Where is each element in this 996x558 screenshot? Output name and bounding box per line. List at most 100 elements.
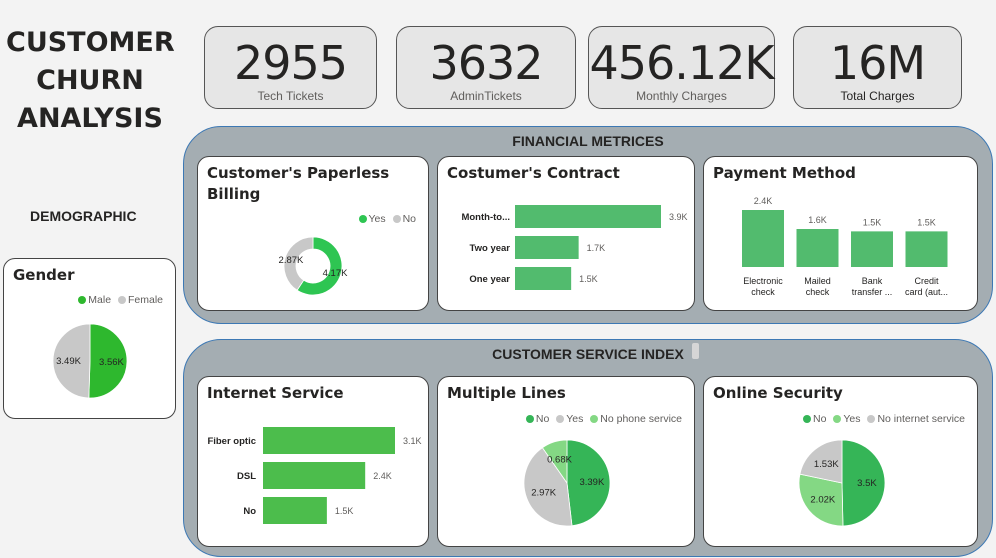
multiple-lines-card[interactable]: Multiple Lines No Yes No phone service 3… bbox=[437, 376, 695, 547]
bar-category-label: check bbox=[806, 287, 830, 297]
legend-swatch bbox=[590, 414, 599, 423]
pie-slice bbox=[88, 323, 128, 399]
legend-swatch bbox=[833, 414, 842, 423]
bar-value-label: 1.5K bbox=[579, 274, 598, 284]
paperless-billing-card[interactable]: Customer's Paperless Billing Yes No 4.17… bbox=[197, 156, 429, 311]
dashboard-title: CUSTOMER CHURN ANALYSIS bbox=[6, 24, 175, 138]
legend-yes: Yes bbox=[368, 213, 386, 225]
pie-slice bbox=[566, 439, 611, 527]
bar-value-label: 3.1K bbox=[403, 436, 422, 446]
kpi-tech-tickets[interactable]: 2955 Tech Tickets bbox=[204, 26, 377, 109]
bar-category-label: Fiber optic bbox=[207, 436, 256, 447]
bar-category-label: Two year bbox=[470, 243, 511, 254]
legend-yes: Yes bbox=[566, 413, 584, 425]
legend-no-phone: No phone service bbox=[600, 413, 682, 425]
legend-swatch bbox=[867, 414, 876, 423]
bar-value-label: 2.4K bbox=[373, 471, 392, 481]
gender-card[interactable]: Gender Male Female 3.56K 3.49K bbox=[3, 258, 176, 419]
slice-label: 2.02K bbox=[810, 494, 835, 505]
payment-method-card[interactable]: Payment Method 2.4K Electronic check 1.6K Ma… bbox=[703, 156, 978, 311]
pie-slice bbox=[52, 323, 91, 399]
demographic-label: DEMOGRAPHIC bbox=[30, 208, 137, 224]
kpi-label: Total Charges bbox=[840, 89, 915, 103]
contract-card[interactable]: Costumer's Contract Month-to... 3.9K Two y… bbox=[437, 156, 695, 311]
legend-swatch bbox=[358, 214, 367, 223]
multiple-lines-pie: 3.39K 2.97K 0.68K bbox=[523, 439, 611, 527]
bar bbox=[515, 267, 572, 290]
pie-slice bbox=[798, 473, 844, 527]
bar bbox=[263, 462, 366, 489]
pie-slice bbox=[523, 447, 573, 527]
bar-value-label: 1.5K bbox=[917, 217, 936, 227]
kpi-admin-tickets[interactable]: 3632 AdminTickets bbox=[396, 26, 576, 109]
bar-value-label: 1.6K bbox=[808, 215, 827, 225]
legend-swatch bbox=[556, 414, 565, 423]
payment-bar-chart: 2.4KElectroniccheck1.6KMailedcheck1.5KBa… bbox=[742, 196, 948, 297]
slice-label: 0.68K bbox=[547, 455, 572, 466]
slice-label: 2.97K bbox=[531, 487, 556, 498]
legend-swatch bbox=[117, 295, 126, 304]
section-title: FINANCIAL METRICES bbox=[512, 133, 664, 149]
pie-slice bbox=[541, 439, 568, 485]
bar-category-label: Month-to... bbox=[461, 212, 510, 223]
bar bbox=[515, 236, 579, 259]
slice-label: 3.5K bbox=[857, 478, 877, 489]
bar-value-label: 1.5K bbox=[335, 506, 354, 516]
bar bbox=[742, 210, 784, 267]
bar bbox=[796, 229, 839, 267]
card-title: Online Security bbox=[713, 384, 843, 402]
slice-label: 1.53K bbox=[814, 459, 839, 470]
bar-category-label: DSL bbox=[237, 471, 256, 482]
card-title: Multiple Lines bbox=[447, 384, 566, 402]
legend-yes: Yes bbox=[843, 413, 861, 425]
title-line-2: CHURN bbox=[36, 65, 144, 96]
card-title: Internet Service bbox=[207, 384, 344, 402]
title-line-1: CUSTOMER bbox=[6, 27, 175, 58]
slice-label: 3.39K bbox=[579, 477, 604, 488]
gender-legend: Male Female bbox=[74, 294, 163, 306]
legend-swatch bbox=[525, 414, 534, 423]
card-title: Payment Method bbox=[713, 164, 856, 182]
online-security-legend: No Yes No internet service bbox=[799, 413, 965, 425]
legend-swatch bbox=[78, 295, 87, 304]
kpi-value: 16M bbox=[829, 36, 926, 90]
slice-label: 3.49K bbox=[56, 356, 81, 367]
kpi-value: 456.12K bbox=[589, 36, 774, 90]
kpi-monthly-charges[interactable]: 456.12K Monthly Charges bbox=[588, 26, 775, 109]
bar-value-label: 2.4K bbox=[754, 196, 773, 206]
bar bbox=[905, 231, 948, 267]
bar-value-label: 3.9K bbox=[669, 212, 688, 222]
legend-swatch bbox=[803, 414, 812, 423]
section-title: CUSTOMER SERVICE INDEX bbox=[492, 346, 684, 362]
online-security-pie: 3.5K 2.02K 1.53K bbox=[798, 439, 886, 527]
legend-male: Male bbox=[88, 294, 112, 306]
card-title: Gender bbox=[13, 266, 75, 284]
scroll-handle[interactable] bbox=[692, 343, 699, 359]
kpi-value: 2955 bbox=[233, 36, 348, 90]
paperless-donut: 4.17K 2.87K bbox=[279, 236, 348, 296]
card-title: Customer's Paperless Billing bbox=[207, 164, 390, 203]
bar-category-label: transfer ... bbox=[852, 287, 893, 297]
online-security-card[interactable]: Online Security No Yes No internet servi… bbox=[703, 376, 978, 547]
internet-service-card[interactable]: Internet Service Fiber optic 3.1K DSL 2.4K N… bbox=[197, 376, 429, 547]
slice-label: 2.87K bbox=[279, 255, 304, 266]
legend-no-internet: No internet service bbox=[877, 413, 965, 425]
kpi-label: Tech Tickets bbox=[257, 89, 324, 103]
bar-category-label: Bank bbox=[862, 276, 883, 286]
gender-pie: 3.56K 3.49K bbox=[52, 323, 128, 399]
pie-slice bbox=[283, 236, 314, 291]
card-title: Costumer's Contract bbox=[447, 164, 620, 182]
bar bbox=[851, 231, 893, 267]
legend-no: No bbox=[402, 213, 416, 225]
kpi-total-charges[interactable]: 16M Total Charges bbox=[793, 26, 962, 109]
bar-category-label: card (aut... bbox=[905, 287, 948, 297]
pie-slice bbox=[799, 439, 843, 484]
legend-no: No bbox=[535, 413, 550, 425]
bar bbox=[263, 427, 395, 454]
bar-category-label: Credit bbox=[914, 276, 939, 286]
kpi-value: 3632 bbox=[429, 36, 543, 90]
bar-category-label: One year bbox=[469, 274, 510, 285]
bar-category-label: Mailed bbox=[804, 276, 831, 286]
multiple-lines-legend: No Yes No phone service bbox=[522, 413, 682, 425]
kpi-label: Monthly Charges bbox=[636, 89, 727, 103]
